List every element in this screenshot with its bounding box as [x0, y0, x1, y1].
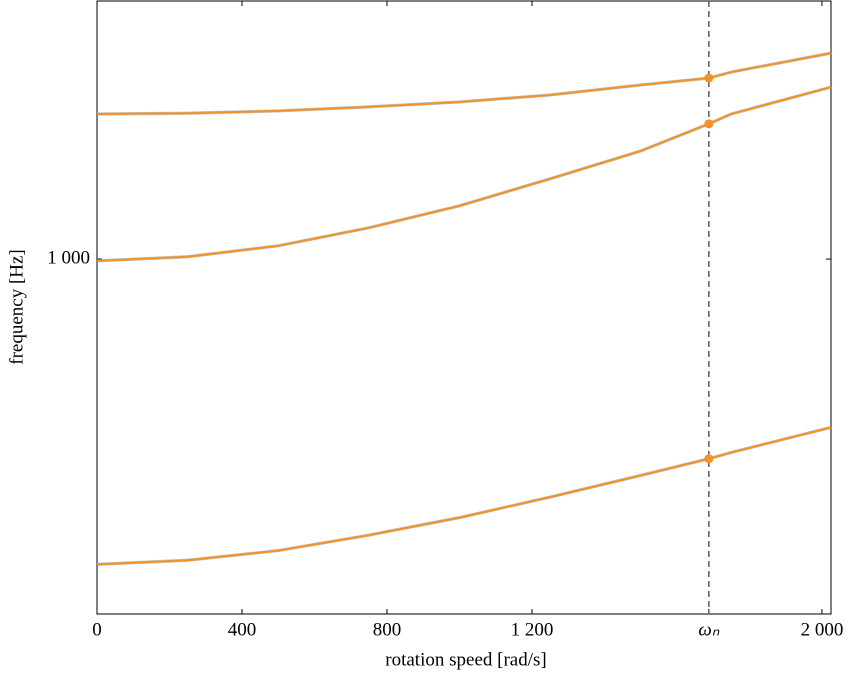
intersection-point [704, 454, 714, 464]
x-tick-label: ωₙ [698, 619, 719, 640]
x-axis-label: rotation speed [rad/s] [385, 649, 546, 670]
x-tick-label: 400 [228, 619, 257, 640]
x-tick-label: 1 200 [511, 619, 554, 640]
plot-frame [96, 0, 832, 615]
x-tick-label: 800 [373, 619, 402, 640]
y-axis-label: frequency [Hz] [6, 249, 27, 365]
series-line [96, 52, 832, 115]
series-line [96, 426, 832, 566]
intersection-point [704, 73, 714, 83]
x-tick-label: 2 000 [801, 619, 844, 640]
x-tick-label: 0 [92, 619, 102, 640]
line-shadow [96, 425, 832, 566]
intersection-point [704, 119, 714, 129]
series-line [96, 86, 832, 262]
y-tick-label: 1 000 [47, 247, 90, 268]
line-shadow [96, 51, 832, 116]
